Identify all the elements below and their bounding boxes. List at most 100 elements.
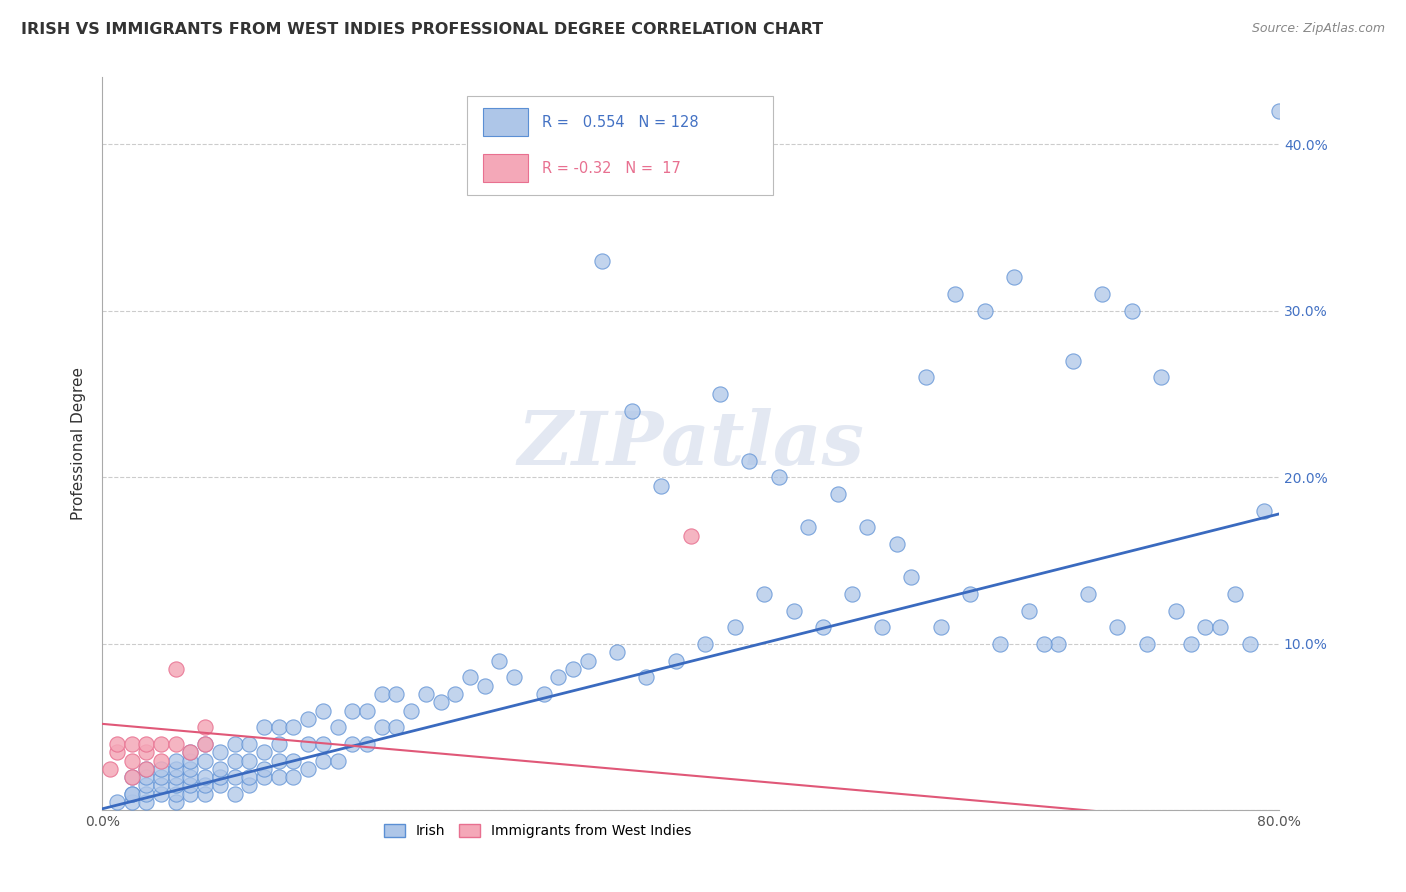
Point xyxy=(165,662,187,676)
Text: IRISH VS IMMIGRANTS FROM WEST INDIES PROFESSIONAL DEGREE CORRELATION CHART: IRISH VS IMMIGRANTS FROM WEST INDIES PRO… xyxy=(21,22,824,37)
Point xyxy=(179,779,201,793)
Point xyxy=(179,754,201,768)
Point xyxy=(238,737,260,751)
Point xyxy=(929,620,952,634)
Point xyxy=(503,670,526,684)
Point xyxy=(135,787,157,801)
Point xyxy=(165,762,187,776)
Point xyxy=(1194,620,1216,634)
Point xyxy=(533,687,555,701)
Point xyxy=(150,762,173,776)
Point xyxy=(135,745,157,759)
Point xyxy=(591,253,613,268)
Point xyxy=(238,754,260,768)
Point xyxy=(827,487,849,501)
Text: ZIPatlas: ZIPatlas xyxy=(517,408,865,480)
Point xyxy=(267,770,290,784)
Point xyxy=(253,770,276,784)
Point xyxy=(194,737,217,751)
Point xyxy=(606,645,628,659)
Point xyxy=(1136,637,1159,651)
Legend: Irish, Immigrants from West Indies: Irish, Immigrants from West Indies xyxy=(378,819,697,844)
Point xyxy=(988,637,1011,651)
Point xyxy=(900,570,922,584)
Text: Source: ZipAtlas.com: Source: ZipAtlas.com xyxy=(1251,22,1385,36)
Point xyxy=(238,779,260,793)
Point xyxy=(150,737,173,751)
Point xyxy=(194,720,217,734)
Point xyxy=(576,654,599,668)
Point xyxy=(356,704,378,718)
Point xyxy=(1121,303,1143,318)
Point xyxy=(135,762,157,776)
Point xyxy=(370,687,392,701)
Point xyxy=(650,478,672,492)
Point xyxy=(429,695,451,709)
Point xyxy=(105,745,128,759)
Point xyxy=(547,670,569,684)
Point xyxy=(415,687,437,701)
Point xyxy=(620,403,643,417)
Point xyxy=(135,795,157,809)
Point xyxy=(973,303,995,318)
Point xyxy=(356,737,378,751)
Point xyxy=(179,762,201,776)
Point xyxy=(488,654,510,668)
Point xyxy=(1239,637,1261,651)
Point xyxy=(165,779,187,793)
Point xyxy=(135,779,157,793)
Point xyxy=(121,754,143,768)
Point xyxy=(267,720,290,734)
Point xyxy=(326,720,349,734)
Point xyxy=(267,737,290,751)
Point xyxy=(458,670,481,684)
Y-axis label: Professional Degree: Professional Degree xyxy=(72,368,86,520)
Point xyxy=(194,770,217,784)
Point xyxy=(297,737,319,751)
Point xyxy=(312,737,335,751)
Point xyxy=(208,745,231,759)
Point xyxy=(768,470,790,484)
Point xyxy=(165,795,187,809)
Point xyxy=(150,779,173,793)
Point xyxy=(870,620,893,634)
Point xyxy=(856,520,879,534)
Point xyxy=(194,787,217,801)
Point xyxy=(444,687,467,701)
Point xyxy=(253,762,276,776)
Point xyxy=(208,779,231,793)
Point xyxy=(636,670,658,684)
Text: R = -0.32   N =  17: R = -0.32 N = 17 xyxy=(543,161,681,176)
Point xyxy=(1091,287,1114,301)
Point xyxy=(679,528,702,542)
Point xyxy=(121,795,143,809)
Point xyxy=(224,787,246,801)
Point xyxy=(1032,637,1054,651)
Point xyxy=(945,287,967,301)
Point xyxy=(342,737,364,751)
Point xyxy=(709,387,731,401)
Point xyxy=(208,762,231,776)
Point xyxy=(297,712,319,726)
Point xyxy=(283,770,305,784)
Point xyxy=(1164,603,1187,617)
Point xyxy=(283,754,305,768)
Point xyxy=(121,787,143,801)
Point xyxy=(1077,587,1099,601)
Point xyxy=(312,704,335,718)
Point xyxy=(1150,370,1173,384)
Point xyxy=(297,762,319,776)
Point xyxy=(150,770,173,784)
Point xyxy=(665,654,688,668)
Point xyxy=(121,770,143,784)
Point xyxy=(724,620,747,634)
Point xyxy=(841,587,863,601)
Point xyxy=(561,662,583,676)
Point xyxy=(1107,620,1129,634)
Point xyxy=(179,787,201,801)
Point xyxy=(165,770,187,784)
Point xyxy=(1209,620,1232,634)
Text: R =   0.554   N = 128: R = 0.554 N = 128 xyxy=(543,115,699,129)
Point xyxy=(695,637,717,651)
Point xyxy=(385,687,408,701)
